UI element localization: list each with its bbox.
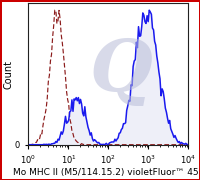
Y-axis label: Count: Count: [3, 60, 13, 89]
Text: Q: Q: [90, 36, 153, 107]
X-axis label: Mo MHC II (M5/114.15.2) violetFluor™ 450: Mo MHC II (M5/114.15.2) violetFluor™ 450: [13, 168, 200, 177]
